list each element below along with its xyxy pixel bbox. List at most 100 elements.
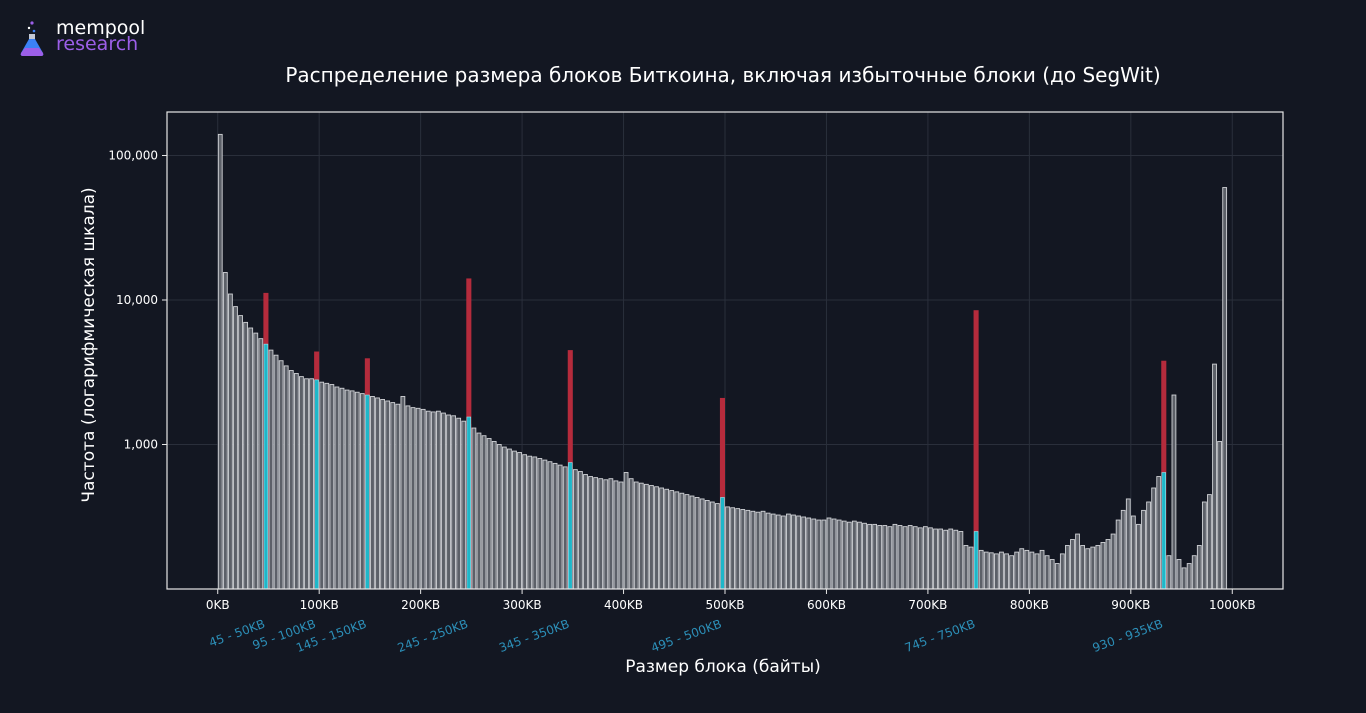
histogram-bar <box>831 518 837 590</box>
histogram-bar <box>1146 501 1151 590</box>
histogram-bar <box>968 546 974 590</box>
histogram-bar <box>867 523 872 590</box>
histogram-bar <box>1029 551 1035 590</box>
histogram-bar <box>258 338 264 590</box>
brand-name-top: mempool <box>56 17 146 39</box>
excess-block-bar <box>719 397 725 589</box>
histogram-bar <box>1207 494 1212 590</box>
histogram-bar <box>963 545 969 590</box>
histogram-bar <box>928 527 933 590</box>
histogram-bar <box>1019 548 1025 590</box>
histogram-bar <box>278 360 284 590</box>
organic-block-bar <box>568 462 573 590</box>
histogram-bar <box>618 481 624 590</box>
histogram-bar <box>679 492 685 590</box>
histogram-bar <box>405 405 411 590</box>
histogram-bar <box>689 495 695 590</box>
histogram-bar <box>674 491 680 590</box>
histogram-bar <box>1024 549 1030 590</box>
histogram-bar <box>1151 487 1157 590</box>
histogram-bar <box>1125 498 1131 590</box>
range-annotation-label: 745 - 750KB <box>903 617 977 655</box>
brand-logo[interactable]: mempool research <box>18 17 146 58</box>
histogram-bar <box>659 487 664 590</box>
histogram-bar <box>1176 559 1182 590</box>
histogram-bar <box>476 432 482 590</box>
histogram-bar <box>664 488 670 590</box>
chart-title: Распределение размера блоков Биткоина, в… <box>285 63 1160 87</box>
histogram-bar <box>1105 539 1111 590</box>
histogram-bar <box>1090 546 1096 590</box>
histogram-bar <box>430 411 436 590</box>
histogram-bar <box>471 427 477 590</box>
histogram-bar <box>572 469 578 590</box>
histogram-bar <box>1059 553 1065 590</box>
histogram-bar <box>395 403 401 590</box>
histogram-bar <box>339 387 345 590</box>
histogram-bar <box>217 133 223 590</box>
histogram-bar <box>461 420 467 590</box>
histogram-bar <box>638 482 644 590</box>
histogram-bar <box>233 306 238 590</box>
x-tick-label: 100KB <box>300 598 339 612</box>
histogram-bar <box>821 519 827 590</box>
histogram-bar <box>436 410 441 590</box>
histogram-bar <box>410 407 416 590</box>
histogram-bar <box>872 523 878 590</box>
histogram-bar <box>694 497 700 590</box>
histogram-bar <box>456 417 462 590</box>
histogram-bar <box>309 378 314 590</box>
histogram-bar <box>1181 567 1187 590</box>
histogram-bar <box>983 551 989 590</box>
histogram-bar <box>1075 533 1080 590</box>
histogram-bar <box>801 516 807 590</box>
histogram-bar <box>248 327 254 590</box>
histogram-bar <box>841 520 847 590</box>
histogram-bar <box>1115 519 1121 590</box>
histogram-bar <box>491 440 497 590</box>
histogram-bar <box>380 399 385 590</box>
histogram-bar <box>603 479 609 590</box>
histogram-bar <box>1186 563 1192 590</box>
histogram-bar <box>527 455 533 590</box>
histogram-bar <box>532 456 538 590</box>
histogram-bar <box>938 528 943 590</box>
organic-block-bar <box>365 394 370 590</box>
histogram-bar <box>958 531 964 590</box>
histogram-bar <box>1130 515 1136 590</box>
histogram-bar <box>649 485 654 590</box>
histogram-bar <box>826 517 832 590</box>
histogram-bar <box>288 370 294 590</box>
histogram-bar <box>917 527 923 590</box>
organic-block-bar <box>466 416 472 590</box>
histogram-bar <box>415 407 421 590</box>
brand-name-bottom: research <box>56 33 139 55</box>
histogram-bar <box>1217 440 1222 590</box>
histogram-bar <box>1004 553 1009 590</box>
histogram-bar <box>583 474 588 590</box>
histogram-bar <box>786 513 791 590</box>
histogram-bar <box>273 354 279 590</box>
histogram-bar <box>451 415 456 590</box>
y-tick-label: 1,000 <box>124 437 158 451</box>
histogram-bar <box>633 481 639 590</box>
histogram-bar <box>755 511 761 590</box>
histogram-bar <box>268 349 274 590</box>
histogram-bar <box>907 525 913 590</box>
histogram-bar <box>578 471 583 590</box>
x-tick-label: 900KB <box>1111 598 1150 612</box>
histogram-bar <box>228 293 233 590</box>
y-tick-label: 10,000 <box>116 293 158 307</box>
histogram-bar <box>537 458 543 590</box>
histogram-bar <box>420 408 426 590</box>
organic-block-bar <box>263 343 269 590</box>
histogram-bar <box>1166 555 1172 590</box>
histogram-bar <box>486 438 492 590</box>
histogram-bar <box>922 526 928 590</box>
histogram-bar <box>1191 555 1197 590</box>
histogram-bar <box>283 365 289 590</box>
histogram-bar <box>481 435 487 590</box>
histogram-bar <box>552 462 558 590</box>
histogram-bar <box>329 384 335 590</box>
histogram-bar <box>846 521 852 590</box>
